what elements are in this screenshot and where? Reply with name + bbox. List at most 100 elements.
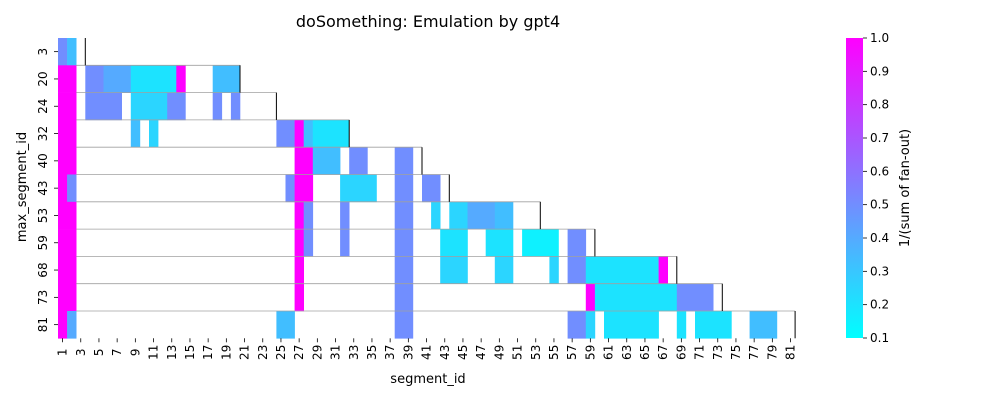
colorbar-tick-label: 0.5 [870, 198, 889, 212]
heatmap-cell [394, 174, 414, 203]
x-tick-label: 21 [238, 345, 252, 360]
y-tick-label: 40 [36, 153, 50, 168]
colorbar-label: 1/(sum of fan-out) [898, 129, 913, 247]
x-tick-label: 7 [110, 348, 124, 356]
heatmap-cell [294, 119, 304, 148]
heatmap-cell [431, 201, 441, 230]
heatmap-cell [276, 119, 295, 148]
x-tick-label: 63 [620, 345, 634, 360]
heatmap-cell [303, 229, 314, 257]
heatmap-cell [85, 92, 122, 121]
heatmap-cell [422, 174, 441, 203]
heatmap-cell [230, 92, 241, 121]
heatmap-cell [394, 311, 414, 339]
colorbar: 0.1 0.2 0.3 0.4 0.5 0.6 0.7 0.8 0.9 1.0 [846, 31, 889, 345]
x-tick-label: 19 [219, 345, 233, 360]
x-tick-label: 1 [56, 348, 70, 356]
heatmap-cell [294, 256, 304, 284]
heatmap-cell [294, 229, 304, 257]
heatmap-cell [167, 92, 186, 121]
x-tick-label: 55 [547, 345, 561, 360]
x-tick-label: 39 [401, 345, 415, 360]
heatmap-cell [440, 229, 468, 257]
heatmap-cell [440, 256, 468, 284]
heatmap-cell [67, 174, 77, 203]
heatmap-cell [394, 147, 414, 175]
heatmap-cell [58, 283, 77, 312]
y-tick-label: 73 [36, 290, 50, 305]
x-tick-label: 79 [765, 345, 779, 360]
heatmap-cell [130, 65, 177, 93]
x-tick-label: 73 [711, 345, 725, 360]
x-tick-label: 37 [383, 345, 397, 360]
heatmap-cell [58, 92, 77, 121]
y-tick-label: 43 [36, 181, 50, 196]
y-tick-label: 32 [36, 126, 50, 141]
heatmap-cell [67, 311, 77, 339]
x-tick-label: 71 [693, 345, 707, 360]
heatmap-cell [394, 256, 414, 284]
heatmap-cell [340, 229, 350, 257]
heatmap-cell [212, 65, 241, 93]
heatmap-cell [294, 283, 304, 312]
x-axis-label: segment_id [390, 372, 465, 387]
x-tick-label: 59 [583, 345, 597, 360]
x-tick-label: 25 [274, 345, 288, 360]
heatmap-cell [312, 119, 350, 148]
y-tick-label: 59 [36, 235, 50, 250]
x-tick-label: 51 [511, 345, 525, 360]
colorbar-gradient [846, 38, 863, 338]
heatmap-cell [567, 311, 587, 339]
heatmap-cell [394, 283, 414, 312]
colorbar-tick-label: 0.8 [870, 98, 889, 112]
heatmap-cell [85, 65, 104, 93]
x-tick-label: 27 [292, 345, 306, 360]
heatmap-cell [67, 38, 77, 66]
x-tick-label: 75 [729, 345, 743, 360]
heatmap-cell [312, 147, 341, 175]
x-tick-label: 3 [74, 348, 88, 356]
x-tick-label: 9 [128, 348, 142, 356]
heatmap-cell [58, 119, 77, 148]
x-tick-label: 49 [492, 345, 506, 360]
y-tick-label: 81 [36, 317, 50, 332]
x-tick-label: 11 [147, 345, 161, 360]
y-tick-label: 3 [36, 48, 50, 56]
heatmap-cell [58, 229, 77, 257]
y-tick-label: 20 [36, 71, 50, 86]
heatmap-cell [494, 256, 514, 284]
colorbar-tick-label: 0.3 [870, 264, 889, 278]
heatmap-cell [303, 201, 314, 230]
colorbar-tick-label: 1.0 [870, 31, 889, 45]
heatmap-cell [695, 311, 732, 339]
heatmap-cell [494, 201, 514, 230]
heatmap-cell [658, 256, 668, 284]
heatmap-cell [449, 201, 468, 230]
heatmap-cell [549, 256, 559, 284]
x-tick-label: 5 [92, 348, 106, 356]
x-axis: 1 3 5 7 9 11 13 15 17 19 21 23 25 27 29 31 33 35 37 39 41 43 4… [56, 338, 798, 360]
x-tick-label: 13 [165, 345, 179, 360]
y-tick-label: 53 [36, 208, 50, 223]
heatmap-cell [58, 38, 68, 66]
heatmap-cell [394, 201, 414, 230]
x-tick-label: 53 [529, 345, 543, 360]
heatmap-cell [567, 229, 587, 257]
x-tick-label: 81 [784, 345, 798, 360]
heatmap-cell [567, 256, 587, 284]
x-tick-label: 57 [565, 345, 579, 360]
heatmap-cell [103, 65, 132, 93]
heatmap-cell [585, 283, 596, 312]
colorbar-tick-label: 0.9 [870, 64, 889, 78]
heatmap-cell [294, 201, 304, 230]
heatmap-cell [149, 119, 159, 148]
x-tick-label: 61 [602, 345, 616, 360]
heatmap-cell [340, 174, 377, 203]
y-axis: 3 20 24 32 40 43 53 59 68 73 81 [36, 48, 58, 332]
heatmap-cell [585, 256, 659, 284]
x-tick-label: 65 [638, 345, 652, 360]
heatmap-cell [594, 283, 678, 312]
heatmap-cell [294, 147, 314, 175]
x-tick-label: 23 [256, 345, 270, 360]
heatmap-cell [130, 92, 168, 121]
